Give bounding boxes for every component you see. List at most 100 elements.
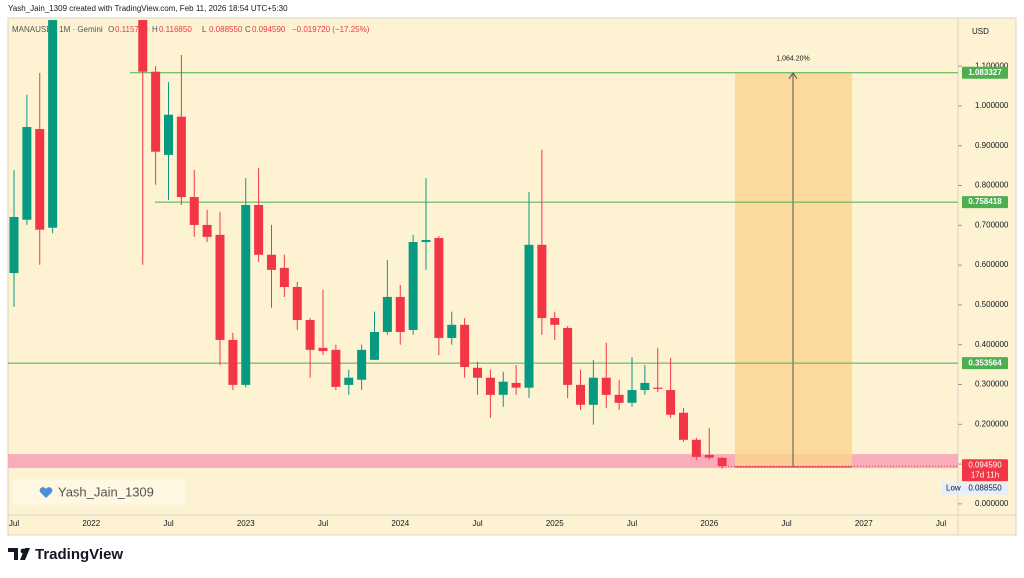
candle-body [447,324,457,338]
y-tick-label: 0.300000 [975,380,1009,389]
y-tick-label: 0.700000 [975,220,1009,229]
candle-body [318,347,328,352]
candle-body [176,116,186,198]
candle-body [601,377,611,395]
legend-value: 0.094590 [252,25,286,34]
y-tick-label: 0.400000 [975,340,1009,349]
price-tag-label: 0.353564 [968,358,1002,367]
candle-body [717,457,727,467]
countdown: 17d 11h [971,470,999,479]
brand-logo-dot [20,548,26,554]
candle-body [228,339,238,385]
candle-body [241,205,251,385]
candle-body [511,382,521,388]
plot [8,20,958,469]
low-tag-key-bg [942,482,962,495]
candle-body [434,238,444,338]
candle-body [382,296,392,332]
brand-logo [8,548,30,560]
legend-key: L [202,25,207,34]
candle-body [473,367,482,378]
candle-body [344,377,354,385]
candle-body [202,224,212,237]
x-tick-label: 2024 [391,519,409,528]
x-tick-label: Jul [472,519,482,528]
candle-body [563,327,573,385]
x-tick-label: 2022 [82,519,100,528]
last-price-label: 0.094590 [968,460,1002,469]
legend-value: 0.088550 [209,25,243,34]
candle-body [254,205,264,255]
candle-body [279,267,289,287]
legend-key: C [245,25,251,34]
y-tick-label: 1.000000 [975,101,1009,110]
candle-body [485,377,495,395]
y-tick-label: 0.900000 [975,141,1009,150]
candle-body [691,439,701,457]
candle-body [357,349,367,380]
x-tick-label: Jul [936,519,946,528]
candle-body [215,234,225,340]
candle-body [370,331,379,360]
candle-body [292,286,302,321]
candle-body [48,20,58,228]
low-tag-key: Low [946,484,961,493]
candle-body [9,216,19,274]
candle-body [537,244,547,319]
y-tick-label: 0.800000 [975,181,1009,190]
candle-body [640,382,650,391]
candle-body [653,387,663,389]
candle-body [524,244,534,388]
y-tick-label: 0.500000 [975,300,1009,309]
currency: USD [972,27,989,36]
price-tag [962,196,1008,209]
measure-label: 1,064.20% [776,56,809,63]
candle-body [331,349,341,387]
y-tick-label: 0.200000 [975,419,1009,428]
heart-icon [39,487,53,498]
header: Yash_Jain_1309 created with TradingView.… [8,4,288,13]
low-tag-label: 0.088550 [968,484,1002,493]
last-price-tag [962,459,1008,482]
candle-body [164,114,173,155]
x-tick-label: Jul [627,519,637,528]
candle-body [460,324,470,367]
candle-body [588,377,598,405]
candle-body [138,20,148,72]
y-tick-label: 1.100000 [975,61,1009,70]
y-tick-label: 0.000000 [975,499,1009,508]
legend-change: −0.019720 (−17.25%) [292,25,370,34]
low-tag [962,482,1008,495]
candle-body [22,127,32,220]
x-tick-label: Jul [318,519,328,528]
candle-body [35,129,45,230]
legend-value: 0.116850 [159,25,192,34]
y-tick-label: 0.600000 [975,260,1009,269]
candle-body [267,254,276,270]
x-tick-label: 2026 [700,519,718,528]
watermark: Yash_Jain_1309 [58,484,154,499]
x-tick-label: Jul [781,519,791,528]
legend-value: 0.115750 [115,25,148,34]
price-tag-label: 0.758418 [968,197,1002,206]
price-tag-label: 1.083327 [968,68,1002,77]
candle-body [408,242,418,330]
candle-body [498,381,508,395]
candle-body [704,454,714,458]
candle-body [666,390,676,415]
candle-body [189,197,199,225]
x-tick-label: 2023 [237,519,255,528]
candle-body [679,412,688,440]
x-tick-label: Jul [163,519,173,528]
x-tick-label: 2025 [546,519,564,528]
x-tick-label: Jul [9,519,19,528]
candle-body [614,394,624,403]
legend-key: H [152,25,158,34]
candle-body [305,320,315,350]
legend-key: O [108,25,114,34]
candle-body [550,318,560,325]
candle-body [395,296,405,332]
candle-body [576,384,585,405]
candle-body [151,71,161,152]
